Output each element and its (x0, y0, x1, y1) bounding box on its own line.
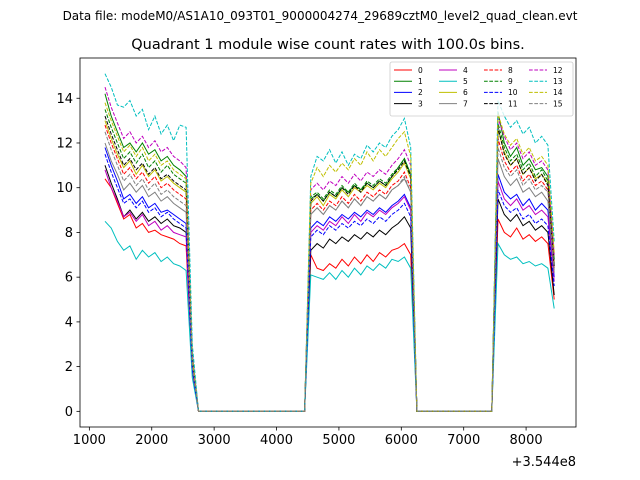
legend-label-7: 7 (463, 99, 468, 108)
legend-label-14: 14 (553, 88, 563, 97)
x-offset-label: +3.544e8 (512, 455, 576, 470)
y-tick-label: 14 (56, 92, 73, 107)
x-tick-label: 4000 (260, 433, 293, 448)
legend-box (389, 61, 574, 117)
legend-label-6: 6 (463, 88, 468, 97)
y-tick-label: 10 (56, 181, 73, 196)
chart-title: Quadrant 1 module wise count rates with … (131, 37, 525, 53)
axes-frame (79, 57, 577, 428)
y-tick-label: 8 (65, 226, 73, 241)
legend-label-11: 11 (508, 99, 518, 108)
y-tick-label: 2 (65, 360, 73, 375)
series-layer (104, 73, 555, 412)
y-tick-label: 12 (56, 136, 73, 151)
legend-label-13: 13 (553, 77, 563, 86)
legend-label-9: 9 (508, 77, 513, 86)
y-tick-label: 0 (65, 405, 73, 420)
y-tick-label: 4 (65, 315, 73, 330)
x-tick-label: 3000 (198, 433, 231, 448)
suptitle: Data file: modeM0/AS1A10_093T01_90000042… (63, 9, 578, 23)
legend-label-0: 0 (418, 66, 423, 75)
legend-label-4: 4 (463, 66, 468, 75)
legend-label-8: 8 (508, 66, 513, 75)
y-tick-label: 6 (65, 271, 73, 286)
x-tick-label: 5000 (322, 433, 355, 448)
legend-label-1: 1 (418, 77, 423, 86)
series-line-15 (104, 131, 555, 412)
series-line-9 (104, 109, 555, 412)
legend-label-3: 3 (418, 99, 423, 108)
legend-label-15: 15 (553, 99, 563, 108)
axes-layer: 1000 2000 3000 4000 5000 6000 7000 800002468101… (56, 57, 577, 448)
legend-label-5: 5 (463, 77, 468, 86)
x-tick-label: 2000 (135, 433, 168, 448)
x-tick-label: 1000 (73, 433, 106, 448)
legend-label-2: 2 (418, 88, 423, 97)
legend-label-12: 12 (553, 66, 563, 75)
x-tick-label: 7000 (447, 433, 480, 448)
legend-label-10: 10 (508, 88, 518, 97)
x-tick-label: 8000 (510, 433, 543, 448)
x-tick-label: 6000 (385, 433, 418, 448)
